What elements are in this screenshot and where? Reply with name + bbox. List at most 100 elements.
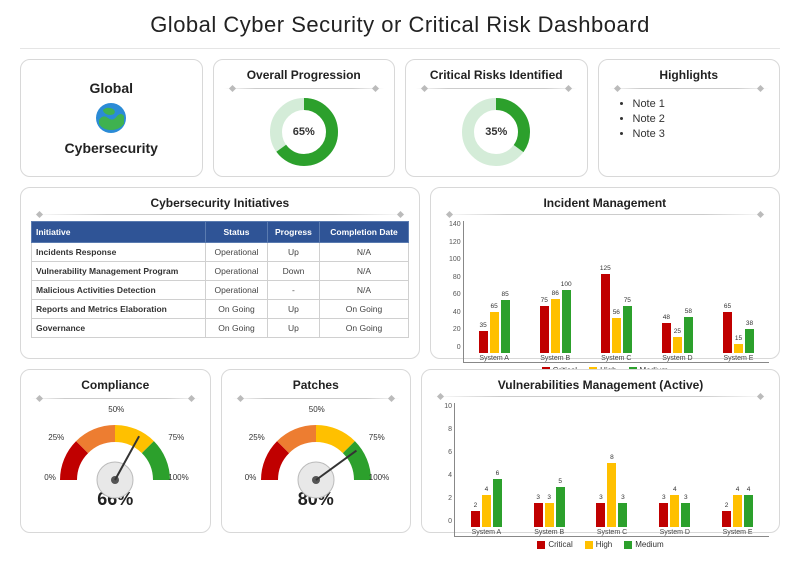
initiatives-table: InitiativeStatusProgressCompletion Date … bbox=[31, 221, 409, 338]
divider bbox=[416, 88, 577, 89]
x-label: System E bbox=[723, 529, 753, 536]
bar: 75 bbox=[540, 306, 549, 353]
bar: 86 bbox=[551, 299, 560, 353]
bar: 35 bbox=[479, 331, 488, 353]
table-header: Status bbox=[206, 222, 267, 243]
bar: 2 bbox=[471, 511, 480, 527]
x-label: System C bbox=[597, 529, 627, 536]
patches-gauge: 0%25%50%75%100% bbox=[241, 405, 391, 487]
table-cell: N/A bbox=[320, 281, 408, 300]
page-title: Global Cyber Security or Critical Risk D… bbox=[20, 8, 780, 49]
initiatives-title: Cybersecurity Initiatives bbox=[31, 196, 409, 210]
progression-value: 65% bbox=[293, 126, 315, 138]
table-row: Incidents ResponseOperationalUpN/A bbox=[32, 243, 409, 262]
highlight-item: Note 3 bbox=[633, 128, 770, 140]
risks-card: Critical Risks Identified 35% bbox=[405, 59, 588, 177]
gauge-tick: 100% bbox=[369, 473, 389, 482]
risks-title: Critical Risks Identified bbox=[416, 68, 577, 82]
table-cell: On Going bbox=[206, 319, 267, 338]
table-cell: On Going bbox=[320, 300, 408, 319]
gauge-tick: 75% bbox=[369, 433, 385, 442]
bar: 4 bbox=[670, 495, 679, 527]
table-row: Reports and Metrics ElaborationOn GoingU… bbox=[32, 300, 409, 319]
x-label: System E bbox=[724, 355, 754, 362]
bar: 3 bbox=[659, 503, 668, 527]
table-header: Progress bbox=[267, 222, 320, 243]
table-cell: Vulnerability Management Program bbox=[32, 262, 206, 281]
vuln-card: Vulnerabilities Management (Active) 1086… bbox=[421, 369, 780, 533]
x-label: System D bbox=[660, 529, 690, 536]
progression-title: Overall Progression bbox=[224, 68, 385, 82]
gauge-tick: 50% bbox=[309, 405, 325, 414]
table-cell: Operational bbox=[206, 281, 267, 300]
bar: 38 bbox=[745, 329, 754, 353]
highlights-list: Note 1 Note 2 Note 3 bbox=[609, 95, 770, 143]
table-cell: - bbox=[267, 281, 320, 300]
table-cell: Operational bbox=[206, 262, 267, 281]
x-label: System B bbox=[540, 355, 570, 362]
table-cell: On Going bbox=[206, 300, 267, 319]
global-label-top: Global bbox=[89, 80, 133, 96]
table-cell: Up bbox=[267, 243, 320, 262]
table-row: Malicious Activities DetectionOperationa… bbox=[32, 281, 409, 300]
table-cell: Incidents Response bbox=[32, 243, 206, 262]
row-middle: Cybersecurity Initiatives InitiativeStat… bbox=[20, 187, 780, 359]
table-cell: Down bbox=[267, 262, 320, 281]
incident-card: Incident Management 14012010080604020035… bbox=[430, 187, 780, 359]
bar: 3 bbox=[534, 503, 543, 527]
divider bbox=[232, 398, 401, 399]
divider bbox=[224, 88, 385, 89]
legend-item: Critical bbox=[537, 540, 572, 549]
table-cell: N/A bbox=[320, 243, 408, 262]
globe-icon bbox=[93, 100, 129, 136]
x-label: System A bbox=[472, 529, 502, 536]
bar: 56 bbox=[612, 318, 621, 353]
gauge-tick: 0% bbox=[245, 473, 257, 482]
x-label: System A bbox=[479, 355, 509, 362]
progression-card: Overall Progression 65% bbox=[213, 59, 396, 177]
table-cell: N/A bbox=[320, 262, 408, 281]
compliance-gauge: 0%25%50%75%100% bbox=[40, 405, 190, 487]
vuln-title: Vulnerabilities Management (Active) bbox=[432, 378, 769, 392]
bar: 15 bbox=[734, 344, 743, 353]
bar: 3 bbox=[681, 503, 690, 527]
highlight-item: Note 2 bbox=[633, 113, 770, 125]
highlights-title: Highlights bbox=[609, 68, 770, 82]
divider bbox=[31, 214, 409, 215]
bar: 4 bbox=[733, 495, 742, 527]
gauge-tick: 100% bbox=[168, 473, 188, 482]
compliance-title: Compliance bbox=[31, 378, 200, 392]
bar: 8 bbox=[607, 463, 616, 527]
bar: 2 bbox=[722, 511, 731, 527]
table-cell: Up bbox=[267, 319, 320, 338]
divider bbox=[432, 396, 769, 397]
bar: 6 bbox=[493, 479, 502, 527]
x-label: System C bbox=[601, 355, 631, 362]
patches-card: Patches 0%25%50%75%100% 80% bbox=[221, 369, 412, 533]
table-cell: On Going bbox=[320, 319, 408, 338]
bar: 65 bbox=[490, 312, 499, 353]
bar: 58 bbox=[684, 317, 693, 353]
incident-chart: 140120100806040200356585System A7586100S… bbox=[441, 221, 769, 375]
bar: 4 bbox=[482, 495, 491, 527]
divider bbox=[31, 398, 200, 399]
highlights-card: Highlights Note 1 Note 2 Note 3 bbox=[598, 59, 781, 177]
incident-title: Incident Management bbox=[441, 196, 769, 210]
bar: 125 bbox=[601, 274, 610, 353]
legend-item: Medium bbox=[624, 540, 663, 549]
initiatives-card: Cybersecurity Initiatives InitiativeStat… bbox=[20, 187, 420, 359]
bar: 100 bbox=[562, 290, 571, 353]
bar: 65 bbox=[723, 312, 732, 353]
table-row: Vulnerability Management ProgramOperatio… bbox=[32, 262, 409, 281]
gauge-tick: 75% bbox=[168, 433, 184, 442]
bar: 25 bbox=[673, 337, 682, 353]
progression-donut: 65% bbox=[269, 97, 339, 167]
divider bbox=[609, 88, 770, 89]
gauge-tick: 50% bbox=[108, 405, 124, 414]
table-cell: Operational bbox=[206, 243, 267, 262]
gauge-tick: 25% bbox=[48, 433, 64, 442]
patches-title: Patches bbox=[232, 378, 401, 392]
bar: 3 bbox=[545, 503, 554, 527]
bar: 4 bbox=[744, 495, 753, 527]
highlight-item: Note 1 bbox=[633, 98, 770, 110]
